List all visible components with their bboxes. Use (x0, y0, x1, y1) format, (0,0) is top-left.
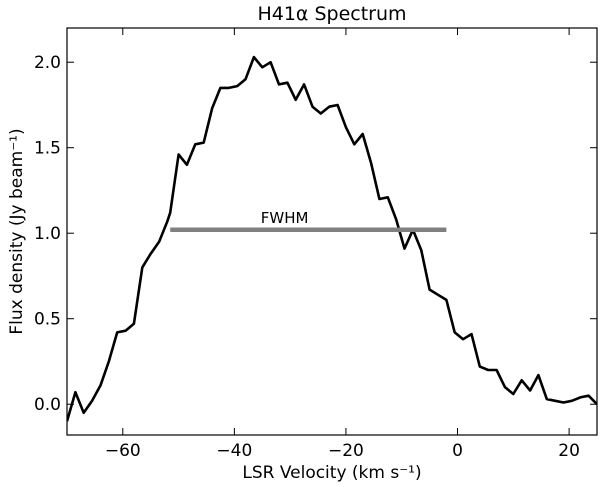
y-axis-label: Flux density (Jy beam⁻¹) (7, 128, 27, 334)
plot-frame (66, 27, 598, 436)
x-axis-label: LSR Velocity (km s⁻¹) (242, 463, 421, 483)
x-tick-label: −40 (216, 441, 252, 461)
y-tick-label: 1.0 (34, 224, 61, 244)
y-tick-label: 2.0 (34, 53, 61, 73)
fwhm-label: FWHM (261, 209, 309, 227)
x-tick-label: −20 (328, 441, 364, 461)
x-tick-label: 20 (558, 441, 580, 461)
spectrum-line (67, 55, 597, 422)
plot-area: −60 −40 −20 0 20 0.0 0.5 1.0 1.5 2.0 FWHM (34, 27, 598, 461)
x-tick-label: 0 (452, 441, 463, 461)
y-tick-label: 1.5 (34, 139, 61, 159)
x-tick-label: −60 (105, 441, 141, 461)
y-tick-label: 0.5 (34, 310, 61, 330)
chart-title: H41α Spectrum (257, 3, 406, 25)
y-tick-label: 0.0 (34, 395, 61, 415)
